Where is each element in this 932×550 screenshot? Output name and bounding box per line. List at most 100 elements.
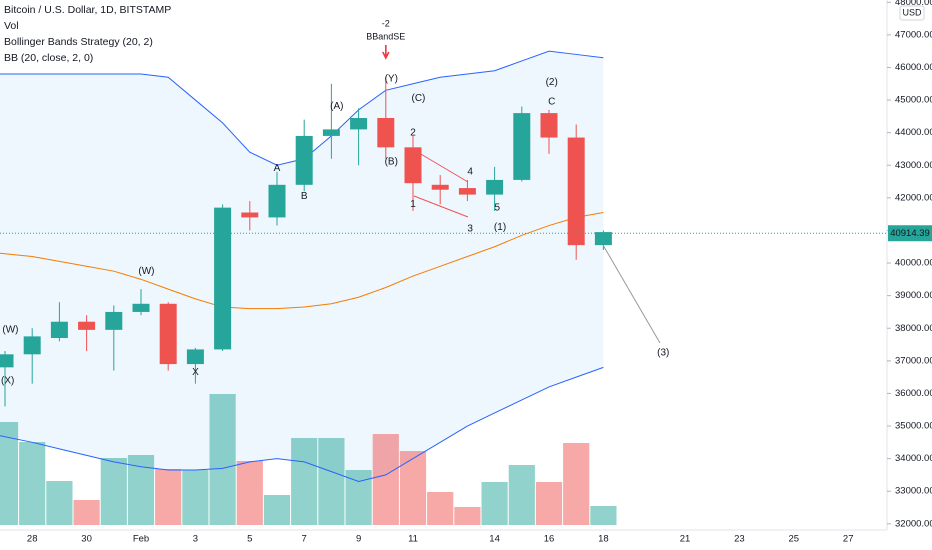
x-tick-label: 3: [193, 534, 198, 545]
volume-bar: [563, 443, 590, 525]
wave-label: 5: [495, 202, 501, 213]
trend-line: [413, 149, 469, 183]
volume-bar: [372, 434, 399, 525]
candle-body: [186, 349, 204, 365]
trend-line: [413, 195, 469, 218]
volume-bar: [100, 458, 127, 525]
x-tick-label: 23: [734, 534, 745, 545]
volume-bar: [209, 394, 236, 525]
wave-label: 4: [467, 166, 473, 177]
candle-body: [268, 184, 286, 218]
chart-title: Bitcoin / U.S. Dollar, 1D, BITSTAMP: [4, 4, 171, 16]
candle-body: [486, 179, 504, 195]
candle-body: [540, 113, 558, 138]
wave-label: (W): [138, 266, 154, 277]
volume-bar: [427, 492, 454, 525]
wave-label: B: [301, 191, 308, 202]
wave-label: 3: [467, 223, 473, 234]
candle-body: [350, 117, 368, 130]
volume-bar: [0, 422, 19, 525]
wave-label: (X): [1, 376, 14, 387]
volume-bar: [155, 469, 182, 525]
candle-body: [594, 232, 612, 246]
candle-body: [513, 113, 531, 180]
x-tick-label: 16: [544, 534, 555, 545]
bb-lower-line: [0, 366, 604, 482]
y-tick-label: 47000.00: [895, 29, 932, 40]
y-tick-label: 33000.00: [895, 486, 932, 497]
volume-bar: [399, 451, 427, 525]
x-tick-label: 18: [598, 534, 609, 545]
candle-body: [377, 117, 395, 148]
candle-body: [23, 336, 41, 355]
last-price-label: 40914.39: [890, 228, 930, 239]
signal-label: -2: [382, 18, 390, 28]
currency[interactable]: USD: [902, 7, 922, 17]
wave-label: (3): [657, 347, 669, 358]
volume-bar: [590, 506, 617, 525]
y-tick-label: 44000.00: [895, 127, 932, 138]
y-tick-label: 32000.00: [895, 518, 932, 529]
wave-label: (1): [494, 222, 506, 233]
x-tick-label: Feb: [133, 534, 149, 545]
y-tick-label: 34000.00: [895, 453, 932, 464]
x-tick-label: 11: [408, 534, 418, 545]
wave-label: 1: [410, 199, 416, 210]
y-tick-label: 42000.00: [895, 192, 932, 203]
volume-bar: [46, 481, 73, 525]
x-tick-label: 25: [789, 534, 800, 545]
band-fill: [0, 51, 604, 482]
wave-label: (Y): [385, 74, 398, 85]
y-tick-label: 46000.00: [895, 62, 932, 73]
y-tick-label: 45000.00: [895, 95, 932, 106]
wave-label: X: [192, 367, 199, 378]
x-tick-label: 9: [356, 534, 361, 545]
signal-name: BBandSE: [366, 31, 405, 41]
candle-body: [78, 321, 96, 330]
candle-body: [214, 207, 232, 350]
volume-bar: [535, 482, 563, 525]
volume-bar: [454, 507, 481, 525]
legend-item: Vol: [4, 20, 19, 32]
y-tick-label: 48000.00: [895, 0, 932, 8]
candle-body: [404, 147, 422, 184]
currency-badge[interactable]: [899, 5, 925, 21]
volume-bar: [19, 442, 46, 525]
candle-body: [295, 135, 313, 185]
volume-bar: [291, 438, 318, 525]
volume-bar: [318, 438, 345, 525]
wave-label: (B): [385, 157, 398, 168]
wave-label: A: [274, 163, 281, 174]
y-tick-label: 38000.00: [895, 323, 932, 334]
wave-label: (2): [546, 77, 558, 88]
y-tick-label: 35000.00: [895, 421, 932, 432]
legend-item: Bollinger Bands Strategy (20, 2): [4, 36, 153, 48]
y-tick-label: 43000.00: [895, 160, 932, 171]
x-tick-label: 27: [843, 534, 854, 545]
x-tick-label: 28: [27, 534, 38, 545]
candle-body: [458, 188, 476, 195]
x-tick-label: 7: [302, 534, 307, 545]
volume-bar: [263, 495, 291, 525]
x-tick-label: 14: [489, 534, 500, 545]
wave-label: (C): [411, 93, 425, 104]
wave-label: (A): [330, 101, 343, 112]
wave-label: 2: [410, 127, 416, 138]
candle-body: [431, 184, 449, 190]
plot-area: [0, 50, 887, 525]
volume-bar: [236, 461, 263, 525]
x-tick-label: 30: [81, 534, 92, 545]
wave-label: C: [548, 96, 555, 107]
candle-body: [159, 303, 177, 365]
x-tick-label: 21: [680, 534, 691, 545]
last-price-badge: [888, 225, 932, 242]
wave-label: (W): [2, 325, 18, 336]
volume-bar: [73, 500, 100, 525]
volume-bar: [481, 482, 508, 525]
candle-body: [105, 311, 123, 330]
candle-body: [567, 137, 585, 246]
candle-body: [132, 303, 150, 312]
signal-arrow: [382, 45, 390, 60]
y-tick-label: 37000.00: [895, 355, 932, 366]
